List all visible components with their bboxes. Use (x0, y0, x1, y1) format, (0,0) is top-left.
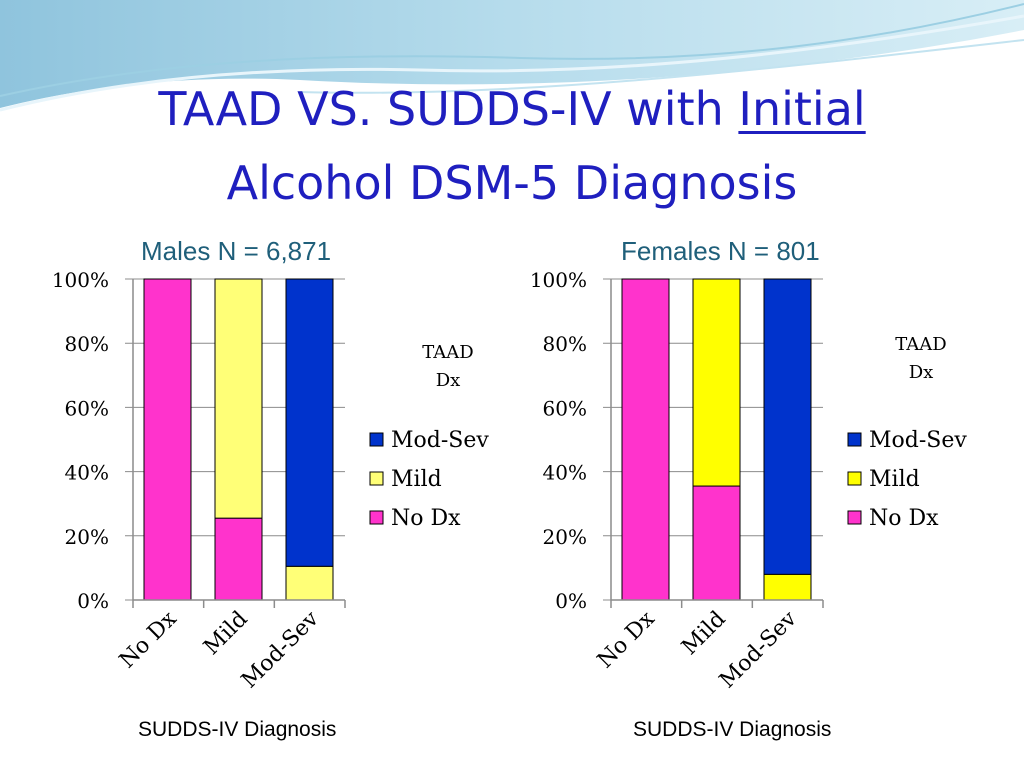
slide-title-line1: TAAD VS. SUDDS-IV with Initial (0, 86, 1024, 132)
males-y-tick-label: 60% (65, 396, 109, 420)
females-y-tick-label: 0% (555, 589, 587, 613)
males-legend-label: Mod-Sev (391, 428, 489, 453)
females-y-tick-label: 100% (530, 268, 587, 292)
slide-title-line2: Alcohol DSM-5 Diagnosis (226, 156, 798, 210)
females-legend-title: TAAD (895, 334, 946, 355)
females-bar-no-dx-1 (621, 278, 670, 601)
males-x-axis-label: SUDDS-IV Diagnosis (138, 718, 337, 741)
males-chart-title: Males N = 6,871 (141, 236, 332, 266)
females-legend-label: Mod-Sev (869, 428, 967, 453)
males-y-tick-label: 20% (65, 525, 109, 549)
females-legend-swatch (847, 510, 862, 525)
males-legend-title: TAAD (422, 342, 473, 363)
females-bar-no-dx-2 (692, 485, 741, 601)
males-bar-no-dx-2 (214, 517, 263, 601)
males-bar-no-dx-1 (143, 278, 192, 601)
females-x-category-label: Mild (677, 607, 731, 661)
females-legend-title: Dx (909, 362, 934, 383)
females-bar-mild-3 (763, 573, 812, 601)
females-chart-title: Females N = 801 (621, 236, 820, 266)
males-legend-swatch (369, 432, 384, 447)
males-bar-mild-2 (214, 278, 263, 519)
females-x-category-label: No Dx (593, 606, 660, 673)
males-y-tick-label: 40% (65, 461, 109, 485)
females-bar-mild-2 (692, 278, 741, 487)
females-legend-label: Mild (869, 467, 920, 492)
females-y-tick-label: 60% (543, 396, 587, 420)
males-y-tick-label: 80% (65, 332, 109, 356)
header-wave-banner (0, 0, 1024, 112)
females-legend-swatch (847, 432, 862, 447)
males-legend-label: Mild (391, 467, 442, 492)
females-x-axis-label: SUDDS-IV Diagnosis (633, 718, 832, 741)
females-x-category-label: Mod-Sev (715, 606, 802, 693)
females-legend-swatch (847, 471, 862, 486)
males-legend-swatch (369, 510, 384, 525)
males-legend-title: Dx (436, 370, 461, 391)
females-legend-label: No Dx (869, 506, 939, 531)
females-y-tick-label: 80% (543, 332, 587, 356)
females-bar-mod-sev-3 (763, 278, 812, 575)
males-legend-label: No Dx (391, 506, 461, 531)
males-y-tick-label: 0% (77, 589, 109, 613)
females-y-tick-label: 40% (543, 461, 587, 485)
males-y-tick-label: 100% (52, 268, 109, 292)
title-prefix: TAAD VS. SUDDS-IV with (158, 82, 739, 136)
males-bar-mod-sev-3 (285, 278, 334, 567)
title-underlined-word: Initial (738, 82, 866, 136)
males-legend-swatch (369, 471, 384, 486)
females-y-tick-label: 20% (543, 525, 587, 549)
